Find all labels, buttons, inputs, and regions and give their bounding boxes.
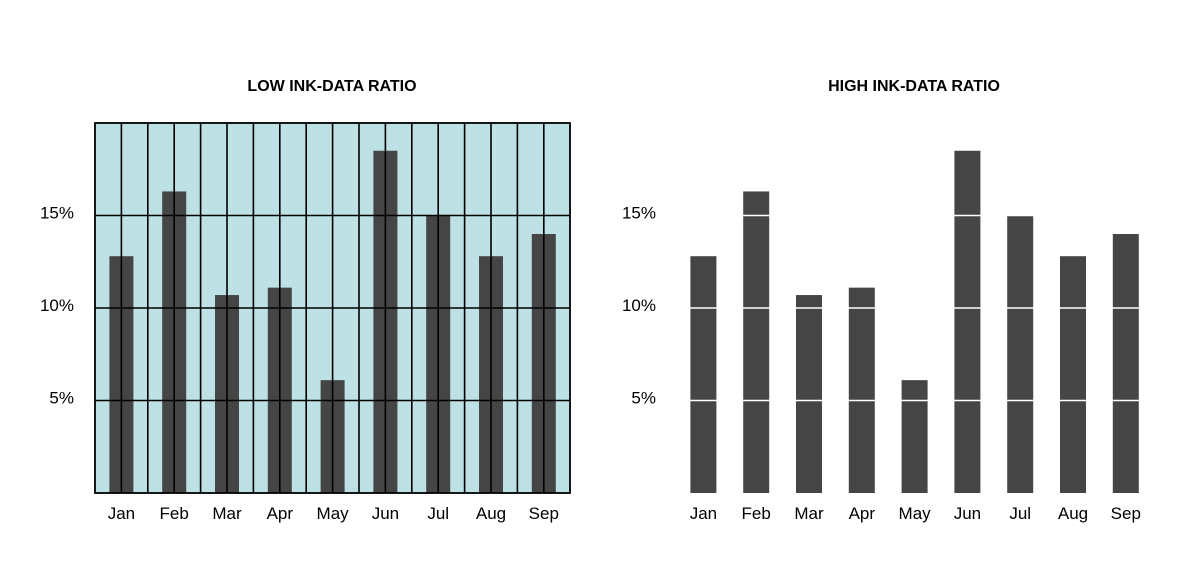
x-tick-label: Aug <box>476 504 506 523</box>
bar-sep <box>1112 234 1139 493</box>
y-tick-label: 10% <box>622 296 656 315</box>
y-tick-label: 15% <box>40 204 74 223</box>
x-tick-label: Mar <box>212 504 242 523</box>
x-tick-label: Sep <box>1111 504 1141 523</box>
y-tick-label: 10% <box>40 296 74 315</box>
x-tick-label: Mar <box>794 504 824 523</box>
bar-jun <box>954 150 981 493</box>
bar-apr <box>848 287 875 493</box>
plot-frame <box>94 122 571 494</box>
x-tick-label: Jan <box>690 504 717 523</box>
x-tick-label: Jan <box>108 504 135 523</box>
chart-title: LOW INK-DATA RATIO <box>247 78 416 95</box>
y-tick-label: 5% <box>49 389 74 408</box>
x-tick-label: Feb <box>160 504 189 523</box>
bar-aug <box>1060 256 1086 493</box>
y-tick-label: 5% <box>631 389 656 408</box>
bar-jul <box>1007 215 1034 493</box>
bar-may <box>901 380 928 493</box>
x-tick-label: Jul <box>1009 504 1031 523</box>
x-tick-label: Jul <box>427 504 449 523</box>
low-ink-chart: LOW INK-DATA RATIO Jan Feb Mar Apr May Jun Jul A… <box>40 78 571 523</box>
x-tick-label: May <box>899 504 932 523</box>
x-tick-label: Aug <box>1058 504 1088 523</box>
x-tick-label: Feb <box>742 504 771 523</box>
x-tick-label: Apr <box>849 504 876 523</box>
bar-jan <box>690 256 717 493</box>
chart-title: HIGH INK-DATA RATIO <box>828 78 1000 95</box>
x-tick-label: Sep <box>529 504 559 523</box>
x-tick-label: Apr <box>267 504 294 523</box>
x-tick-label: Jun <box>372 504 399 523</box>
y-tick-label: 15% <box>622 204 656 223</box>
x-tick-label: Jun <box>954 504 981 523</box>
bar-mar <box>796 295 822 493</box>
bar-feb <box>743 191 770 493</box>
high-ink-chart: HIGH INK-DATA RATIO Jan Feb Mar Apr May Jun Jul… <box>622 78 1152 523</box>
x-tick-label: May <box>317 504 350 523</box>
